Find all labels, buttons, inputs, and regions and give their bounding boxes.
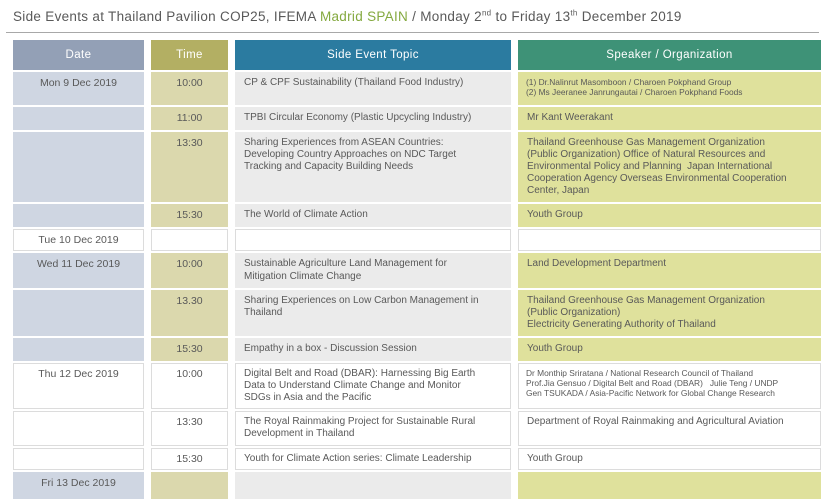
time-cell: 13.30 — [151, 289, 228, 336]
table-row: 13.30 Sharing Experiences on Low Carbon M… — [13, 289, 821, 336]
page-title: Side Events at Thailand Pavilion COP25, … — [0, 0, 825, 29]
topic-cell: The Royal Rainmaking Project for Sustain… — [235, 411, 511, 446]
time-cell: 10:00 — [151, 362, 228, 410]
header-cell-speaker: Speaker / Organization — [518, 40, 821, 70]
schedule-body: Mon 9 Dec 2019 10:00 CP & CPF Sustainabili… — [13, 72, 821, 500]
title-highlight: Madrid SPAIN — [319, 9, 409, 24]
date-cell: Fri 13 Dec 2019 — [13, 472, 144, 500]
topic-cell: Sharing Experiences on Low Carbon Manage… — [235, 289, 511, 336]
table-row: 13:30 Sharing Experiences from ASEAN Coun… — [13, 131, 821, 202]
speaker-cell: Thailand Greenhouse Gas Management Organ… — [518, 289, 821, 336]
table-row: Fri 13 Dec 2019 — [13, 472, 821, 500]
topic-cell — [235, 228, 511, 252]
time-cell: 15:30 — [151, 447, 228, 471]
title-text-1: Side Events at Thailand Pavilion COP25, … — [13, 9, 320, 24]
date-cell — [13, 107, 144, 130]
speaker-cell: Department of Royal Rainmaking and Agric… — [518, 411, 821, 446]
speaker-cell: Mr Kant Weerakant — [518, 107, 821, 130]
title-text-4: December 2019 — [577, 9, 682, 24]
title-text-3: to Friday 13 — [491, 9, 571, 24]
topic-cell: Digital Belt and Road (DBAR): Harnessing… — [235, 362, 511, 410]
speaker-cell: Youth Group — [518, 203, 821, 227]
title-superscript-th: th — [570, 8, 578, 18]
topic-cell: Youth for Climate Action series: Climate… — [235, 447, 511, 471]
date-cell: Thu 12 Dec 2019 — [13, 362, 144, 410]
table-row: Thu 12 Dec 2019 10:00 Digital Belt and Roa… — [13, 362, 821, 410]
time-cell: 15:30 — [151, 203, 228, 227]
date-cell: Mon 9 Dec 2019 — [13, 72, 144, 105]
topic-cell: Sustainable Agriculture Land Management … — [235, 253, 511, 288]
title-divider — [6, 32, 819, 33]
table-row: 15:30 Youth for Climate Action series: Cl… — [13, 447, 821, 471]
time-cell: 13:30 — [151, 131, 228, 202]
date-cell: Tue 10 Dec 2019 — [13, 228, 144, 252]
time-cell: 10:00 — [151, 72, 228, 105]
header-cell-date: Date — [13, 40, 144, 70]
header-cell-time: Time — [151, 40, 228, 70]
date-cell — [13, 337, 144, 361]
time-cell — [151, 472, 228, 500]
table-row: Tue 10 Dec 2019 — [13, 228, 821, 252]
schedule-table: Date Time Side Event Topic Speaker / Org… — [6, 38, 825, 501]
time-cell: 15:30 — [151, 337, 228, 361]
table-row: 11:00 TPBI Circular Economy (Plastic Upcy… — [13, 107, 821, 130]
speaker-cell — [518, 472, 821, 500]
title-text-2: / Monday 2 — [408, 9, 482, 24]
table-row: Mon 9 Dec 2019 10:00 CP & CPF Sustainabili… — [13, 72, 821, 105]
topic-cell — [235, 472, 511, 500]
speaker-cell: Youth Group — [518, 337, 821, 361]
topic-cell: TPBI Circular Economy (Plastic Upcycling… — [235, 107, 511, 130]
date-cell — [13, 203, 144, 227]
topic-cell: Empathy in a box - Discussion Session — [235, 337, 511, 361]
time-cell: 13:30 — [151, 411, 228, 446]
date-cell — [13, 131, 144, 202]
speaker-cell: Youth Group — [518, 447, 821, 471]
date-cell — [13, 447, 144, 471]
table-row: 15:30 Empathy in a box - Discussion Sessi… — [13, 337, 821, 361]
time-cell: 11:00 — [151, 107, 228, 130]
time-cell — [151, 228, 228, 252]
time-cell: 10:00 — [151, 253, 228, 288]
date-cell — [13, 411, 144, 446]
header-cell-topic: Side Event Topic — [235, 40, 511, 70]
table-row: 13:30 The Royal Rainmaking Project for Su… — [13, 411, 821, 446]
topic-cell: CP & CPF Sustainability (Thailand Food I… — [235, 72, 511, 105]
speaker-cell: (1) Dr.Nalinrut Masomboon / Charoen Pokp… — [518, 72, 821, 105]
table-row: 15:30 The World of Climate Action Youth Gr… — [13, 203, 821, 227]
table-row: Wed 11 Dec 2019 10:00 Sustainable Agricult… — [13, 253, 821, 288]
speaker-cell — [518, 228, 821, 252]
speaker-cell: Dr Monthip Sriratana / National Research… — [518, 362, 821, 410]
topic-cell: The World of Climate Action — [235, 203, 511, 227]
title-superscript-nd: nd — [481, 8, 492, 18]
topic-cell: Sharing Experiences from ASEAN Countries… — [235, 131, 511, 202]
speaker-cell: Thailand Greenhouse Gas Management Organ… — [518, 131, 821, 202]
header-row: Date Time Side Event Topic Speaker / Org… — [13, 40, 821, 70]
date-cell — [13, 289, 144, 336]
date-cell: Wed 11 Dec 2019 — [13, 253, 144, 288]
speaker-cell: Land Development Department — [518, 253, 821, 288]
